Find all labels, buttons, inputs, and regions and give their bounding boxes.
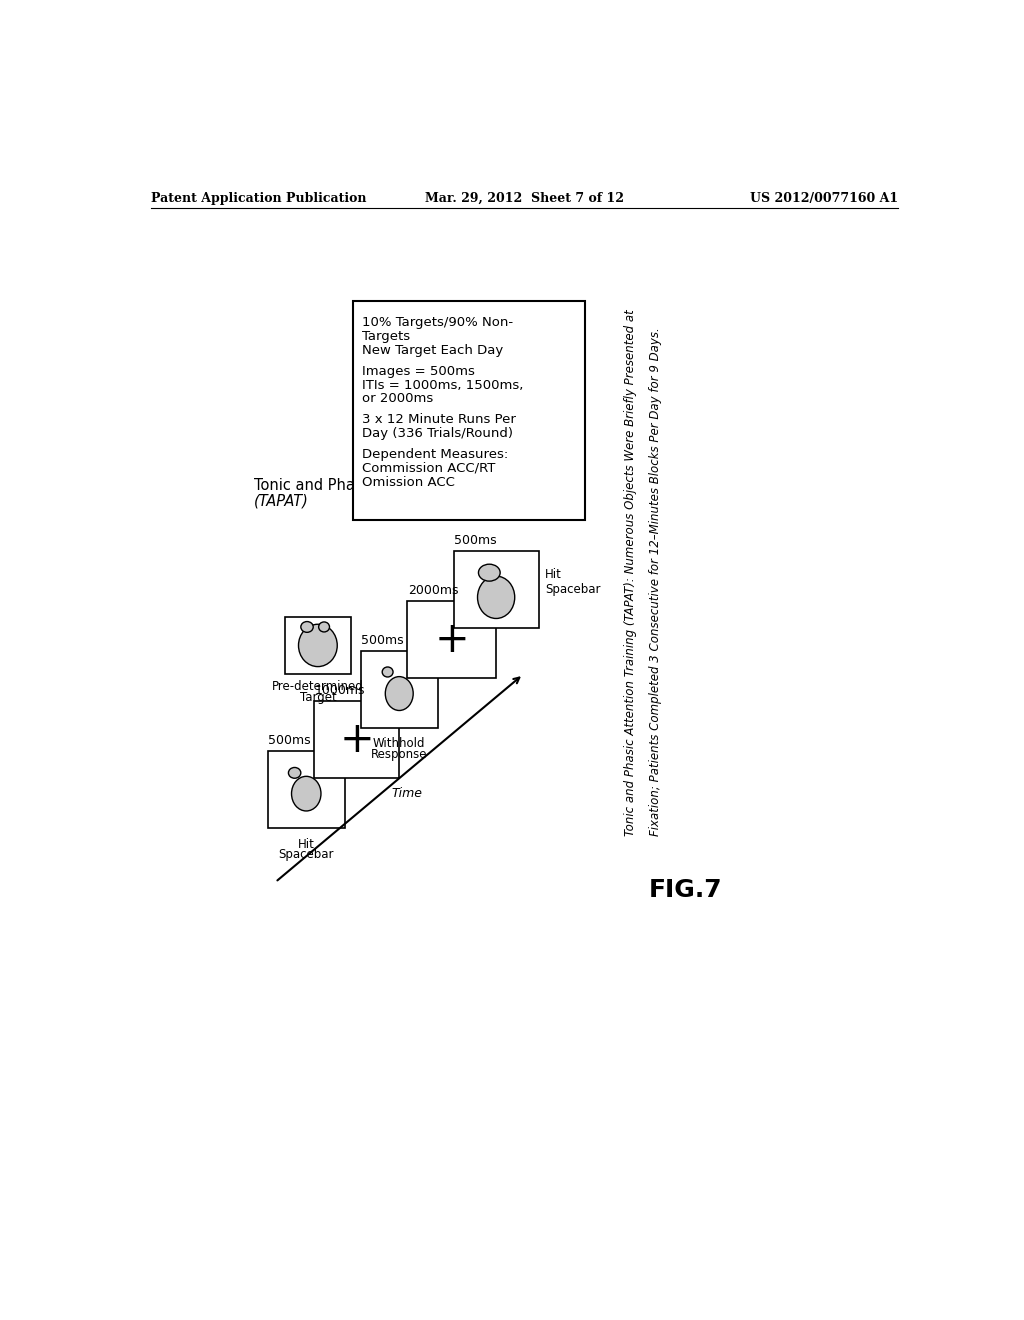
Text: Tonic and Phasic AttentionTraining: Tonic and Phasic AttentionTraining (254, 478, 505, 494)
Text: Target: Target (299, 692, 336, 705)
Bar (454, 552, 539, 628)
Bar (352, 301, 586, 520)
Text: Mar. 29, 2012  Sheet 7 of 12: Mar. 29, 2012 Sheet 7 of 12 (425, 191, 625, 205)
Text: Day (336 Trials/Round): Day (336 Trials/Round) (362, 428, 513, 440)
Text: Spacebar: Spacebar (279, 849, 334, 862)
Text: Spacebar: Spacebar (545, 583, 600, 597)
Text: 3 x 12 Minute Runs Per: 3 x 12 Minute Runs Per (362, 413, 516, 426)
Text: FIG.7: FIG.7 (649, 878, 723, 902)
Ellipse shape (478, 564, 500, 581)
Text: Hit: Hit (298, 837, 314, 850)
Ellipse shape (318, 622, 330, 632)
Ellipse shape (299, 624, 337, 667)
Ellipse shape (289, 767, 301, 779)
Ellipse shape (477, 576, 515, 619)
Text: New Target Each Day: New Target Each Day (362, 345, 504, 356)
Text: Dependent Measures:: Dependent Measures: (362, 447, 508, 461)
Bar (314, 701, 399, 779)
Ellipse shape (301, 622, 313, 632)
Text: 10% Targets/90% Non-: 10% Targets/90% Non- (362, 317, 513, 329)
Text: +: + (339, 719, 374, 760)
Text: (TAPAT): (TAPAT) (254, 494, 308, 508)
Bar (286, 616, 351, 675)
Ellipse shape (382, 667, 393, 677)
Text: 1000ms: 1000ms (314, 684, 366, 697)
Text: Fixation; Patients Completed 3 Consecutive for 12–Minutes Blocks Per Day for 9 D: Fixation; Patients Completed 3 Consecuti… (649, 327, 662, 836)
Bar (360, 651, 438, 729)
Text: or 2000ms: or 2000ms (362, 392, 433, 405)
Text: Commission ACC/RT: Commission ACC/RT (362, 462, 496, 475)
Text: Patent Application Publication: Patent Application Publication (152, 191, 367, 205)
Text: +: + (434, 619, 469, 660)
Text: 2000ms: 2000ms (408, 585, 459, 597)
Text: Time: Time (391, 788, 423, 800)
Text: 500ms: 500ms (455, 535, 497, 548)
Text: ITIs = 1000ms, 1500ms,: ITIs = 1000ms, 1500ms, (362, 379, 523, 392)
Text: 500ms: 500ms (268, 734, 311, 747)
Ellipse shape (385, 677, 414, 710)
Text: 500ms: 500ms (361, 635, 403, 647)
Text: Withhold: Withhold (373, 738, 426, 751)
Bar (267, 751, 345, 829)
Text: Tonic and Phasic Attention Training (TAPAT): Numerous Objects Were Briefly Prese: Tonic and Phasic Attention Training (TAP… (624, 309, 637, 836)
Text: Pre-determined: Pre-determined (272, 681, 364, 693)
Ellipse shape (292, 776, 321, 810)
Text: Images = 500ms: Images = 500ms (362, 364, 475, 378)
Text: Hit: Hit (545, 568, 562, 581)
Text: Targets: Targets (362, 330, 411, 343)
Text: Omission ACC: Omission ACC (362, 475, 455, 488)
Text: Response: Response (371, 748, 427, 762)
Bar (407, 601, 496, 678)
Text: US 2012/0077160 A1: US 2012/0077160 A1 (751, 191, 898, 205)
